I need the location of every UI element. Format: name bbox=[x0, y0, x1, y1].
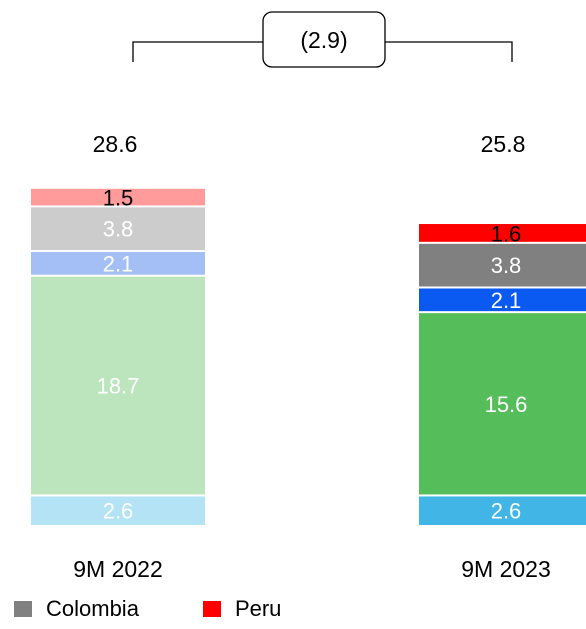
change-label: (2.9) bbox=[300, 27, 347, 53]
bar-segment bbox=[419, 224, 586, 242]
segment-label: 2.6 bbox=[491, 499, 522, 524]
segment-label: 2.1 bbox=[103, 251, 134, 276]
legend-label-colombia: Colombia bbox=[46, 596, 139, 621]
segment-label: 3.8 bbox=[491, 253, 522, 278]
labels-group: 2.6 18.7 2.1 3.8 1.5 9M 2022 28.6 2.6 15.6 2.1 3.8… bbox=[73, 131, 551, 582]
segment-label: 15.6 bbox=[485, 392, 528, 417]
legend-item-peru: Peru bbox=[202, 596, 282, 622]
segment-label: 2.1 bbox=[491, 288, 522, 313]
legend-swatch-colombia bbox=[14, 601, 32, 617]
legend: Colombia Peru bbox=[14, 596, 345, 622]
legend-item-colombia: Colombia bbox=[14, 596, 139, 622]
bar-segment bbox=[419, 288, 586, 312]
segment-label: 2.6 bbox=[103, 499, 134, 524]
bar-segment bbox=[31, 496, 205, 525]
total-label: 28.6 bbox=[93, 131, 138, 157]
change-bracket: (2.9) bbox=[132, 11, 513, 68]
bar-segment bbox=[419, 243, 586, 287]
change-box bbox=[262, 11, 386, 68]
category-label: 9M 2023 bbox=[461, 556, 551, 582]
segment-label: 1.6 bbox=[491, 221, 522, 246]
bracket-line bbox=[132, 41, 513, 62]
category-label: 9M 2022 bbox=[73, 556, 163, 582]
segment-label: 1.5 bbox=[103, 186, 134, 211]
legend-swatch-peru bbox=[202, 601, 221, 617]
bars-group bbox=[31, 188, 586, 525]
total-label: 25.8 bbox=[481, 131, 526, 157]
legend-label-peru: Peru bbox=[234, 596, 282, 621]
bar-segment bbox=[31, 252, 205, 275]
bar-segment bbox=[31, 207, 205, 251]
segment-label: 18.7 bbox=[97, 374, 140, 399]
bar-segment bbox=[31, 188, 205, 206]
bar-segment bbox=[31, 276, 205, 495]
bar-segment bbox=[419, 313, 586, 495]
bar-segment bbox=[419, 496, 586, 525]
stacked-bar-chart: (2.9) 2.6 18.7 2.1 3.8 1.5 9M 2022 28.6 2.6 15.6… bbox=[31, 11, 586, 582]
segment-label: 3.8 bbox=[103, 217, 134, 242]
